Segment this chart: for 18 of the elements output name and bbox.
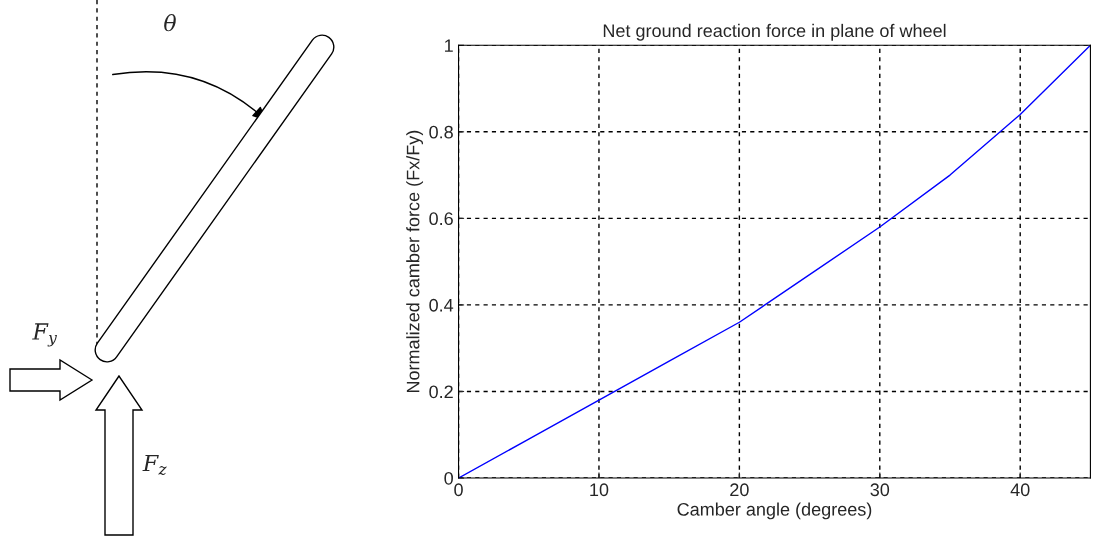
text: F$_{z}$ <box>142 454 167 475</box>
x-tick-label: 20 <box>730 483 749 497</box>
x-axis-title: Camber angle (degrees) <box>677 502 872 520</box>
x-tick-label: 40 <box>1010 483 1030 497</box>
y-axis-title: Normalized camber force (Fx/Fy) <box>406 130 424 393</box>
x-tick-label: 0 <box>454 483 463 497</box>
chart-title: Net ground reaction force in plane of wheel <box>603 23 946 41</box>
x-tick-label: 30 <box>870 483 890 497</box>
text: F$_{y}$ <box>32 323 58 347</box>
y-tick-label: 0.6 <box>429 212 453 226</box>
line-series <box>458 45 1091 479</box>
y-tick-label: 0.8 <box>429 125 453 139</box>
x-tick-label: 10 <box>590 483 609 497</box>
y-tick-label: 0 <box>444 471 453 485</box>
y-tick-label: 1 <box>445 39 453 52</box>
y-tick-label: 0.2 <box>429 385 453 399</box>
y-tick-label: 0.4 <box>429 298 454 312</box>
text: θ <box>164 14 176 32</box>
